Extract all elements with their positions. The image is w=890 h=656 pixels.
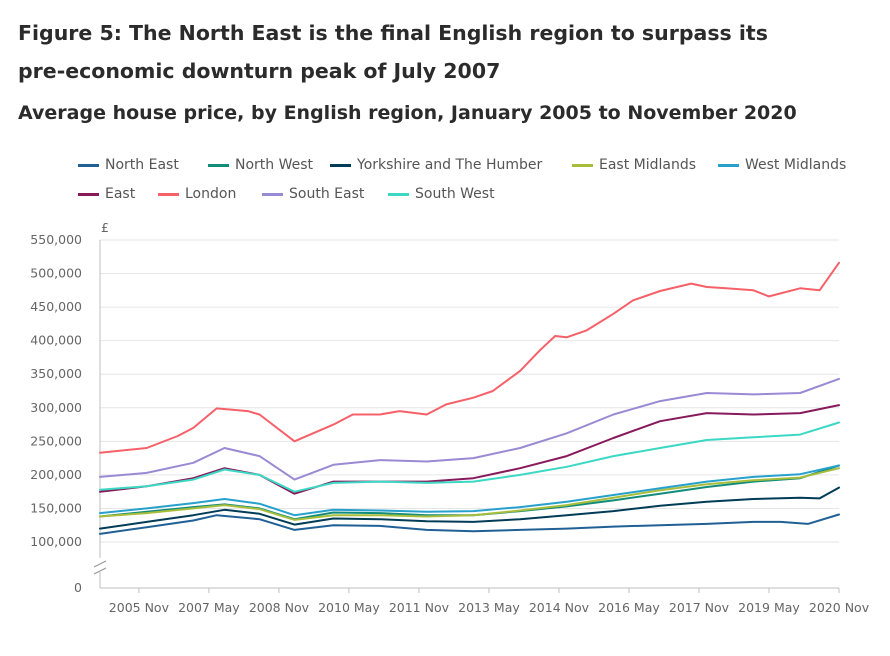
series-line-west-midlands [99, 464, 840, 517]
legend-swatch [572, 163, 593, 167]
x-tick-label: 2008 Nov [249, 600, 310, 615]
legend-label: South West [415, 186, 495, 202]
gridlines [100, 239, 839, 543]
y-axis-unit-label: £ [101, 220, 109, 235]
series-line-london [99, 261, 840, 454]
legend-swatch [208, 163, 229, 167]
series-line-east [99, 404, 840, 495]
y-tick-label: 500,000 [30, 266, 82, 281]
legend-swatch [718, 163, 739, 167]
legend-item: South East [262, 186, 364, 202]
x-tick-label: 2016 May [598, 600, 660, 615]
x-tick-label: 2011 Nov [389, 600, 450, 615]
chart-subtitle: Average house price, by English region, … [18, 102, 797, 124]
legend-label: Yorkshire and The Humber [357, 157, 543, 173]
y-tick-label: 300,000 [30, 400, 82, 415]
legend-swatch [330, 163, 351, 167]
y-tick-label: 450,000 [30, 299, 82, 314]
series-lines [99, 261, 840, 535]
x-tick-label: 2010 May [318, 600, 380, 615]
series-line-north-east [99, 513, 840, 535]
legend-label: East [105, 186, 136, 202]
legend-label: South East [289, 186, 365, 202]
x-tick-label: 2007 May [178, 600, 240, 615]
legend-label: East Midlands [599, 157, 697, 173]
y-tick-label: 550,000 [30, 232, 82, 247]
legend-item: North East [78, 157, 179, 173]
legend-item: East [78, 186, 135, 202]
y-tick-label: 100,000 [30, 534, 82, 549]
legend-swatch [262, 192, 283, 196]
series-line-south-west [99, 421, 840, 493]
series-line-yorkshire-and-the-humber [99, 486, 840, 530]
y-tick-label: 400,000 [30, 333, 82, 348]
legend-label: North East [105, 157, 179, 173]
legend-label: London [185, 186, 237, 202]
legend-label: North West [235, 157, 314, 173]
x-tick-label: 2005 Nov [109, 600, 170, 615]
y-tick-label: 350,000 [30, 366, 82, 381]
x-tick-label: 2017 Nov [669, 600, 730, 615]
series-line-east-midlands [99, 467, 840, 521]
legend-item: East Midlands [572, 157, 696, 173]
figure-title: Figure 5: The North East is the final En… [18, 14, 878, 90]
x-tick-label: 2019 May [738, 600, 800, 615]
legend-item: West Midlands [718, 157, 846, 173]
series-line-south-east [99, 377, 840, 481]
legend-item: South West [388, 186, 495, 202]
legend-item: North West [208, 157, 313, 173]
axis-break-icon [93, 560, 107, 575]
axes: 100,000 150,000 200,000 250,000 300,000 350,0… [30, 220, 869, 615]
x-tick-label: 2020 Nov [809, 600, 870, 615]
y-tick-label: 150,000 [30, 500, 82, 515]
figure-title-line-1: Figure 5: The North East is the final En… [18, 21, 768, 45]
legend-label: West Midlands [745, 157, 847, 173]
legend-swatch [158, 192, 179, 196]
figure-title-line-2: pre-economic downturn peak of July 2007 [18, 59, 501, 83]
legend-swatch [78, 192, 99, 196]
x-tick-label: 2013 May [458, 600, 520, 615]
y-tick-label: 200,000 [30, 467, 82, 482]
legend-swatch [388, 192, 409, 196]
legend-swatch [78, 163, 99, 167]
legend-item: Yorkshire and The Humber [330, 157, 542, 173]
y-tick-label: 250,000 [30, 433, 82, 448]
x-tick-label: 2014 Nov [529, 600, 590, 615]
y-zero-label: 0 [74, 580, 82, 595]
legend-item: London [158, 186, 236, 202]
